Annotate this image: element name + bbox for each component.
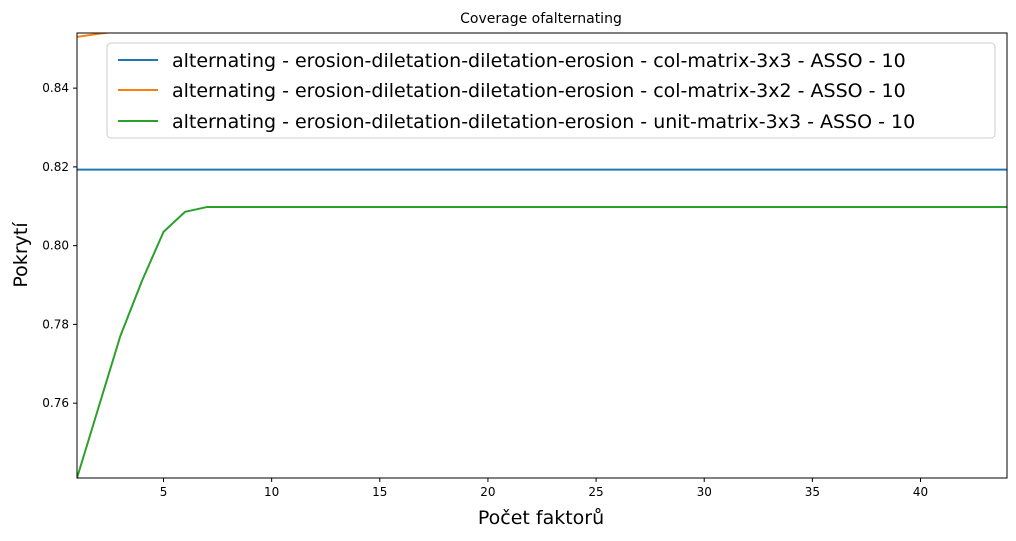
series-layer [77, 33, 1007, 478]
x-tick-label: 30 [697, 485, 712, 499]
legend-label-unit-matrix-3x3: alternating - erosion-diletation-diletat… [172, 111, 915, 133]
series-line-1 [77, 33, 113, 38]
x-tick-label: 25 [588, 485, 603, 499]
x-axis: 5 10 15 20 25 30 35 40 [160, 478, 928, 499]
y-axis-label: Pokrytí [10, 222, 32, 288]
x-tick-label: 35 [805, 485, 820, 499]
legend-label-col-matrix-3x2: alternating - erosion-diletation-diletat… [172, 80, 906, 102]
x-tick-label: 20 [480, 485, 495, 499]
legend: alternating - erosion-diletation-diletat… [106, 42, 996, 139]
y-tick-label: 0.84 [42, 81, 69, 95]
y-tick-label: 0.80 [42, 239, 69, 253]
series-line-2 [77, 206, 1007, 478]
y-axis: 0.76 0.78 0.80 0.82 0.84 [42, 81, 77, 410]
x-tick-label: 5 [160, 485, 168, 499]
y-tick-label: 0.76 [42, 396, 69, 410]
x-tick-label: 10 [264, 485, 279, 499]
y-tick-label: 0.82 [42, 160, 69, 174]
y-tick-label: 0.78 [42, 317, 69, 331]
x-axis-label: Počet faktorů [478, 507, 604, 529]
plot-frame [76, 32, 1008, 479]
legend-box [106, 42, 996, 139]
legend-label-col-matrix-3x3: alternating - erosion-diletation-diletat… [172, 50, 906, 72]
x-tick-label: 15 [372, 485, 387, 499]
x-tick-label: 40 [913, 485, 928, 499]
chart-title: Coverage ofalternating [460, 11, 622, 27]
